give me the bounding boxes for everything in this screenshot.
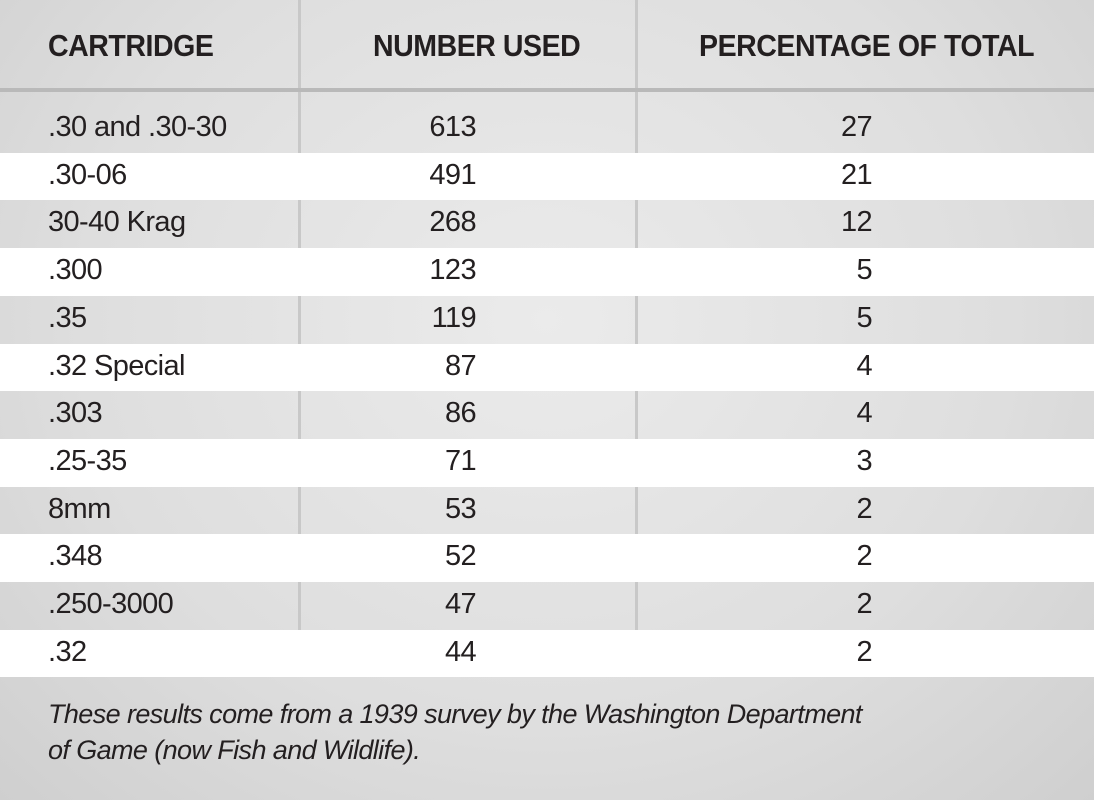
- number-used-cell: 491: [429, 158, 476, 191]
- cartridge-cell: .32: [48, 635, 87, 668]
- number-used-cell: 47: [444, 588, 477, 620]
- column-divider: [635, 0, 638, 676]
- number-used-cell: 71: [444, 444, 477, 477]
- percentage-cell: 21: [840, 158, 873, 191]
- header-divider: [0, 88, 1094, 92]
- table-row: .30-06 491 21: [0, 152, 1094, 201]
- cartridge-cell: 8mm: [48, 492, 111, 525]
- percentage-cell: 5: [856, 301, 872, 334]
- header-number-used: NUMBER USED: [373, 28, 581, 63]
- cartridge-cell: .32 Special: [48, 349, 185, 382]
- cartridge-cell: .250-3000: [48, 588, 174, 620]
- percentage-cell: 3: [856, 444, 872, 477]
- percentage-cell: 2: [856, 588, 872, 620]
- number-used-cell: 119: [431, 301, 477, 334]
- table-row: .348 52 2: [0, 534, 1094, 582]
- cartridge-cell: 30-40 Krag: [48, 206, 186, 239]
- cartridge-cell: .25-35: [48, 444, 127, 477]
- number-used-cell: 613: [429, 111, 476, 143]
- cartridge-cell: .300: [48, 254, 103, 287]
- footnote: These results come from a 1939 survey by…: [48, 696, 1008, 768]
- header-cartridge: CARTRIDGE: [48, 28, 214, 63]
- cartridge-cell: .30 and .30-30: [48, 111, 227, 143]
- table-row: .25-35 71 3: [0, 438, 1094, 487]
- percentage-cell: 27: [840, 111, 873, 143]
- table-row: .300 123 5: [0, 248, 1094, 296]
- number-used-cell: 87: [444, 349, 477, 382]
- number-used-cell: 123: [429, 254, 476, 287]
- column-divider: [298, 0, 301, 676]
- cartridge-cell: .303: [48, 397, 103, 430]
- cartridge-cell: .348: [48, 540, 103, 573]
- number-used-cell: 52: [444, 540, 477, 573]
- percentage-cell: 2: [856, 635, 872, 668]
- table-row: 30-40 Krag 268 12: [0, 200, 1094, 248]
- cartridge-cell: .30-06: [48, 158, 127, 191]
- number-used-cell: 268: [429, 206, 476, 239]
- footnote-line: These results come from a 1939 survey by…: [48, 699, 862, 729]
- cartridge-cell: .35: [48, 301, 87, 334]
- percentage-cell: 2: [856, 540, 872, 573]
- number-used-cell: 44: [444, 635, 477, 668]
- table-row: .32 Special 87 4: [0, 343, 1094, 392]
- header-percentage: PERCENTAGE OF TOTAL: [699, 28, 1035, 63]
- table-row: .250-3000 47 2: [0, 582, 1094, 630]
- number-used-cell: 86: [444, 397, 477, 430]
- percentage-cell: 4: [856, 349, 872, 382]
- percentage-cell: 2: [856, 492, 872, 525]
- percentage-cell: 12: [840, 206, 873, 239]
- table-row: 8mm 53 2: [0, 487, 1094, 535]
- footnote-line: of Game (now Fish and Wildlife).: [48, 735, 421, 765]
- percentage-cell: 5: [856, 254, 872, 287]
- number-used-cell: 53: [444, 492, 477, 525]
- table-row: .32 44 2: [0, 629, 1094, 678]
- table-row: .303 86 4: [0, 391, 1094, 439]
- table-row: .30 and .30-30 613 27: [0, 105, 1094, 153]
- percentage-cell: 4: [856, 397, 872, 430]
- table-row: .35 119 5: [0, 296, 1094, 344]
